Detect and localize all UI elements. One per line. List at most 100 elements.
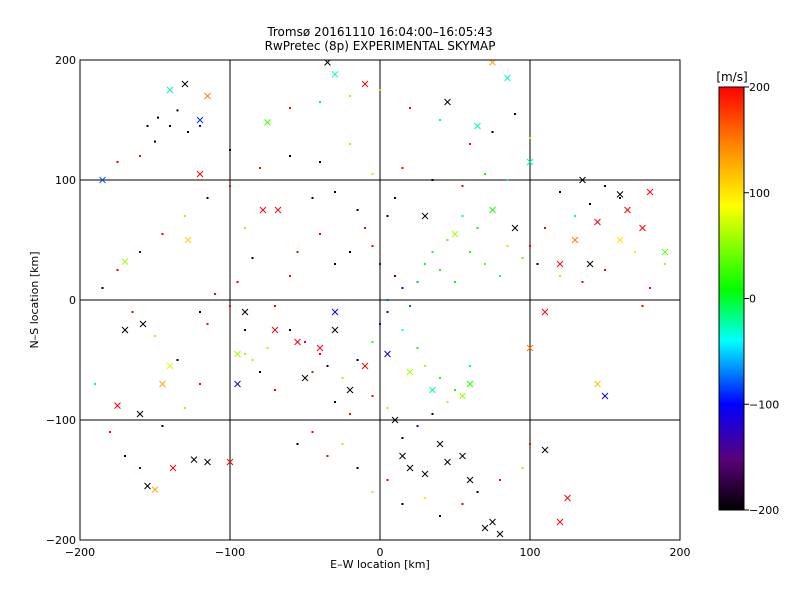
scatter-point-dot bbox=[311, 371, 314, 373]
scatter-point-dot bbox=[371, 173, 374, 175]
scatter-point-dot bbox=[289, 329, 291, 331]
scatter-point-cross bbox=[384, 350, 391, 358]
scatter-point-cross bbox=[661, 248, 669, 256]
scatter-point-cross bbox=[316, 344, 324, 352]
scatter-point-dot bbox=[259, 167, 261, 169]
scatter-point-cross bbox=[121, 258, 129, 265]
scatter-point-cross bbox=[511, 224, 519, 232]
scatter-point-dot bbox=[454, 389, 456, 391]
scatter-point-dot bbox=[529, 245, 531, 247]
x-tick-label: 100 bbox=[520, 546, 541, 559]
x-tick-label: 0 bbox=[377, 546, 384, 559]
scatter-point-cross bbox=[639, 224, 646, 232]
chart-subtitle: RwPretec (8p) EXPERIMENTAL SKYMAP bbox=[265, 39, 496, 53]
scatter-point-dot bbox=[649, 287, 651, 289]
scatter-point-cross bbox=[444, 458, 451, 466]
scatter-point-cross bbox=[136, 410, 144, 418]
scatter-point-dot bbox=[401, 167, 404, 169]
scatter-point-dot bbox=[634, 251, 636, 253]
scatter-point-dot bbox=[229, 305, 231, 307]
scatter-point-cross bbox=[361, 80, 369, 88]
scatter-point-dot bbox=[176, 109, 179, 112]
scatter-point-dot bbox=[169, 125, 171, 127]
scatter-point-dot bbox=[349, 251, 351, 253]
scatter-point-cross bbox=[204, 458, 211, 466]
data-points bbox=[94, 60, 669, 538]
scatter-point-dot bbox=[161, 425, 164, 427]
y-tick-label: −100 bbox=[46, 414, 76, 427]
scatter-point-dot bbox=[326, 455, 329, 457]
scatter-point-dot bbox=[424, 497, 426, 499]
scatter-point-cross bbox=[399, 452, 406, 460]
scatter-point-dot bbox=[394, 275, 396, 277]
scatter-point-dot bbox=[349, 413, 351, 415]
scatter-point-dot bbox=[401, 503, 404, 505]
scatter-point-dot bbox=[251, 257, 254, 259]
scatter-point-cross bbox=[346, 386, 354, 394]
scatter-point-cross bbox=[166, 362, 174, 370]
scatter-point-cross bbox=[181, 80, 189, 88]
scatter-point-cross bbox=[121, 326, 129, 334]
scatter-point-dot bbox=[574, 215, 576, 217]
y-tick-label: −200 bbox=[46, 534, 76, 547]
scatter-point-dot bbox=[311, 197, 314, 199]
scatter-point-dot bbox=[139, 155, 141, 157]
scatter-point-dot bbox=[499, 479, 501, 481]
scatter-point-cross bbox=[139, 320, 147, 328]
scatter-point-dot bbox=[101, 287, 104, 289]
scatter-point-cross bbox=[159, 380, 166, 388]
scatter-point-dot bbox=[386, 215, 389, 217]
scatter-point-dot bbox=[214, 293, 216, 295]
scatter-point-cross bbox=[226, 458, 234, 466]
x-tick-label: −100 bbox=[215, 546, 245, 559]
scatter-point-dot bbox=[514, 113, 516, 115]
scatter-point-cross bbox=[586, 260, 594, 268]
scatter-point-dot bbox=[379, 89, 381, 91]
colorbar-tick-label: 100 bbox=[749, 187, 770, 200]
scatter-point-dot bbox=[296, 251, 299, 253]
scatter-point-cross bbox=[294, 338, 301, 346]
scatter-point-dot bbox=[469, 143, 471, 145]
colorbar-label: [m/s] bbox=[716, 70, 747, 84]
scatter-point-cross bbox=[541, 308, 549, 316]
scatter-point-dot bbox=[431, 251, 434, 253]
scatter-point-dot bbox=[157, 116, 159, 119]
scatter-point-cross bbox=[466, 380, 474, 388]
scatter-point-dot bbox=[386, 479, 389, 481]
scatter-point-dot bbox=[379, 263, 381, 265]
scatter-point-dot bbox=[431, 413, 434, 415]
scatter-point-dot bbox=[341, 377, 344, 379]
scatter-point-dot bbox=[581, 281, 584, 283]
scatter-point-dot bbox=[521, 257, 524, 259]
scatter-point-dot bbox=[229, 185, 231, 187]
scatter-point-dot bbox=[521, 467, 524, 469]
scatter-point-dot bbox=[244, 353, 246, 355]
scatter-point-dot bbox=[334, 263, 336, 265]
scatter-point-cross bbox=[489, 518, 496, 526]
scatter-point-dot bbox=[416, 347, 419, 349]
scatter-point-dot bbox=[184, 215, 186, 217]
scatter-point-cross bbox=[241, 308, 249, 316]
scatter-point-dot bbox=[289, 155, 291, 157]
scatter-point-cross bbox=[496, 530, 504, 538]
scatter-point-dot bbox=[229, 149, 231, 151]
scatter-point-dot bbox=[259, 371, 261, 373]
scatter-point-dot bbox=[604, 185, 606, 187]
scatter-point-dot bbox=[604, 269, 606, 271]
scatter-point-dot bbox=[154, 140, 156, 143]
scatter-point-dot bbox=[371, 491, 374, 493]
scatter-point-dot bbox=[124, 455, 126, 457]
scatter-point-dot bbox=[439, 377, 441, 379]
scatter-point-dot bbox=[379, 323, 381, 325]
chart-title: Tromsø 20161110 16:04:00–16:05:43 bbox=[266, 25, 492, 39]
scatter-point-cross bbox=[144, 482, 151, 490]
scatter-point-dot bbox=[394, 197, 396, 199]
scatter-point-dot bbox=[476, 227, 479, 229]
scatter-point-dot bbox=[154, 335, 156, 337]
scatter-point-dot bbox=[341, 443, 344, 445]
scatter-point-cross bbox=[616, 191, 624, 198]
scatter-point-dot bbox=[146, 125, 149, 127]
scatter-point-cross bbox=[166, 86, 174, 94]
scatter-point-cross bbox=[331, 326, 339, 334]
y-tick-label: 100 bbox=[55, 174, 76, 187]
